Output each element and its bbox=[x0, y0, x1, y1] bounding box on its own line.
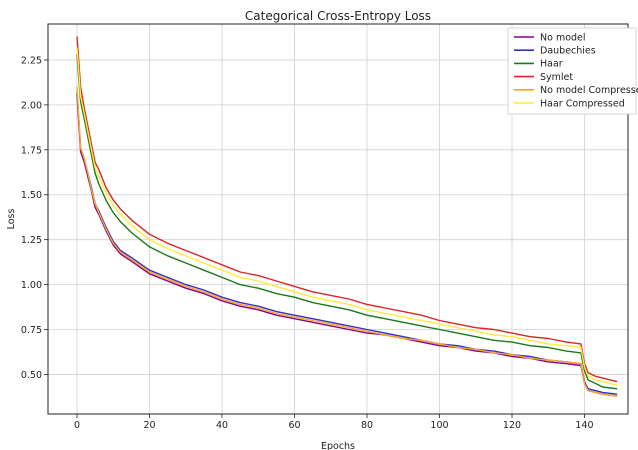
ticks: 0 20 40 60 80 100 120 140 0.50 0.75 1.00 1.25 1.50 1.… bbox=[21, 55, 594, 431]
legend: No model Daubechies Haar Symlet No model Com… bbox=[507, 27, 638, 115]
legend-label-1: Daubechies bbox=[540, 46, 596, 57]
x-tick-label: 0 bbox=[74, 420, 80, 431]
y-axis-label: Loss bbox=[6, 209, 17, 230]
y-tick-label: 2.00 bbox=[21, 100, 42, 111]
series-line-3 bbox=[76, 36, 618, 383]
plot-frame bbox=[47, 23, 629, 415]
legend-label-4: No model Compressed bbox=[540, 85, 638, 96]
y-tick-label: 2.25 bbox=[21, 55, 42, 66]
x-tick-label: 140 bbox=[575, 420, 593, 431]
x-tick-label: 80 bbox=[361, 420, 373, 431]
x-tick-label: 60 bbox=[288, 420, 300, 431]
legend-label-0: No model bbox=[540, 32, 586, 43]
chart-title: Categorical Cross-Entropy Loss bbox=[245, 9, 431, 23]
x-tick-label: 120 bbox=[503, 420, 521, 431]
legend-label-5: Haar Compressed bbox=[540, 98, 625, 109]
series-group bbox=[76, 36, 618, 397]
series-line-4 bbox=[76, 86, 618, 397]
legend-label-2: Haar bbox=[540, 59, 563, 70]
x-tick-label: 20 bbox=[143, 420, 155, 431]
legend-box bbox=[507, 27, 637, 115]
y-tick-label: 0.50 bbox=[21, 370, 42, 381]
y-tick-label: 1.00 bbox=[21, 280, 42, 291]
x-axis-label: Epochs bbox=[321, 441, 355, 450]
y-tick-label: 0.75 bbox=[21, 325, 42, 336]
x-tick-label: 100 bbox=[430, 420, 448, 431]
series-line-5 bbox=[76, 47, 618, 386]
legend-label-3: Symlet bbox=[540, 72, 573, 83]
y-tick-label: 1.25 bbox=[21, 235, 42, 246]
y-tick-label: 1.75 bbox=[21, 145, 42, 156]
series-line-2 bbox=[76, 54, 618, 390]
series-line-0 bbox=[76, 94, 618, 397]
y-tick-label: 1.50 bbox=[21, 190, 42, 201]
x-tick-label: 40 bbox=[216, 420, 228, 431]
